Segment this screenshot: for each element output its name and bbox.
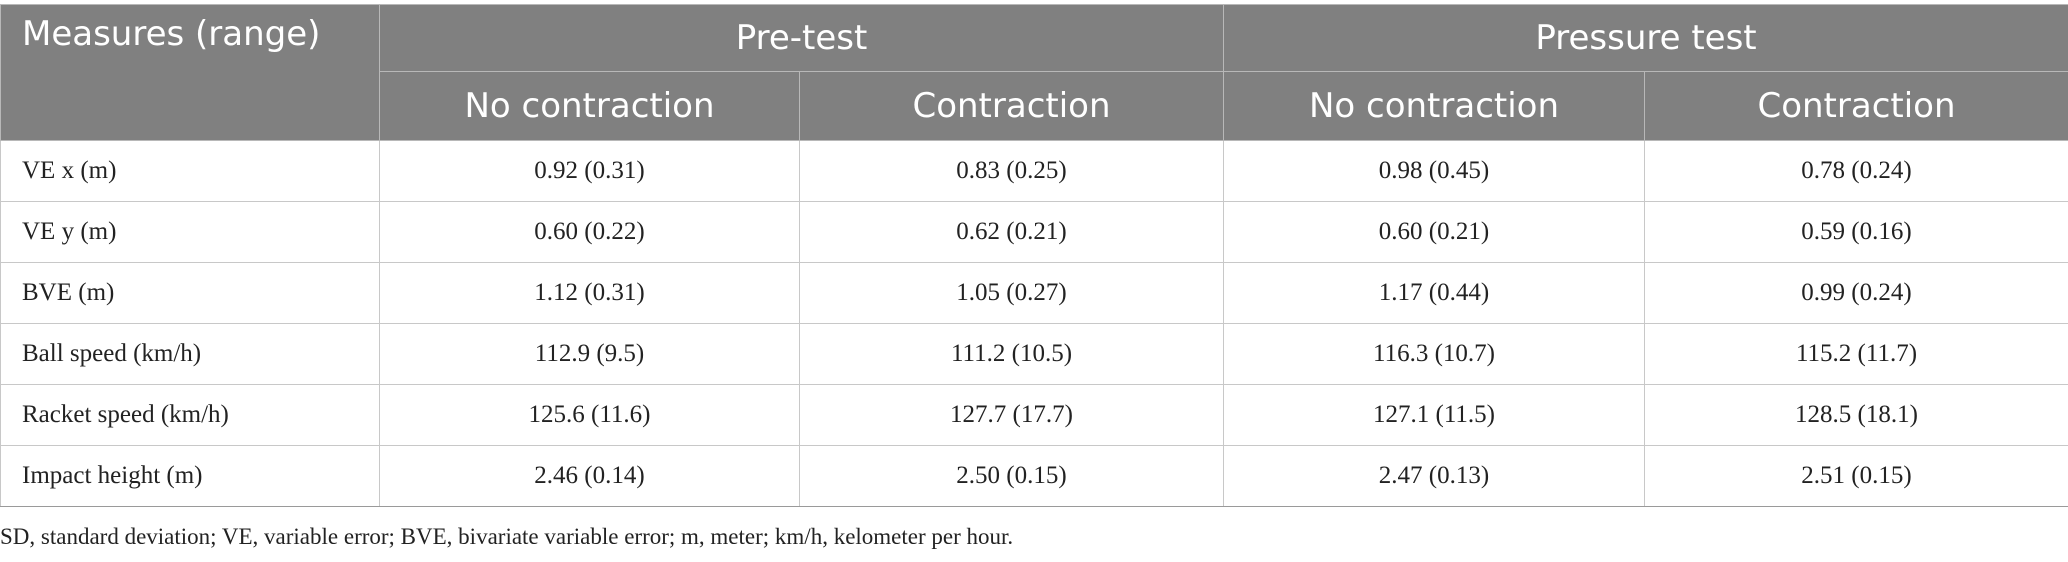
cell-value: 0.78 (0.24)	[1643, 140, 2068, 202]
header-pressure-contraction: Contraction	[1643, 71, 2068, 141]
cell-value: 1.17 (0.44)	[1223, 262, 1645, 324]
cell-value: 127.1 (11.5)	[1223, 384, 1645, 446]
cell-value: 0.98 (0.45)	[1223, 140, 1645, 202]
header-group-pressure-test: Pressure test	[1222, 4, 2068, 72]
cell-value: 115.2 (11.7)	[1643, 323, 2068, 385]
row-label: VE x (m)	[0, 140, 380, 202]
table-row: BVE (m) 1.12 (0.31) 1.05 (0.27) 1.17 (0.…	[0, 262, 2068, 324]
cell-value: 116.3 (10.7)	[1223, 323, 1645, 385]
cell-value: 2.47 (0.13)	[1223, 445, 1645, 507]
row-label: Impact height (m)	[0, 445, 380, 507]
cell-value: 2.51 (0.15)	[1643, 445, 2068, 507]
cell-value: 128.5 (18.1)	[1643, 384, 2068, 446]
results-table: Measures (range) Pre-test Pressure test …	[0, 4, 2068, 507]
header-row-conditions: No contraction Contraction No contractio…	[1, 71, 2068, 141]
row-label: Racket speed (km/h)	[0, 384, 380, 446]
row-label: VE y (m)	[0, 201, 380, 263]
header-pre-no-contraction: No contraction	[379, 71, 800, 141]
results-table-container: Measures (range) Pre-test Pressure test …	[0, 4, 2068, 507]
header-group-pre-test: Pre-test	[379, 4, 1224, 72]
header-pre-contraction: Contraction	[799, 71, 1224, 141]
cell-value: 111.2 (10.5)	[799, 323, 1224, 385]
table-row: Racket speed (km/h) 125.6 (11.6) 127.7 (…	[0, 384, 2068, 446]
cell-value: 0.59 (0.16)	[1643, 201, 2068, 263]
table-row: Ball speed (km/h) 112.9 (9.5) 111.2 (10.…	[0, 323, 2068, 385]
header-measures: Measures (range)	[0, 4, 380, 141]
cell-value: 2.46 (0.14)	[379, 445, 800, 507]
header-pressure-no-contraction: No contraction	[1223, 71, 1645, 141]
table-row: VE x (m) 0.92 (0.31) 0.83 (0.25) 0.98 (0…	[0, 140, 2068, 202]
row-label: BVE (m)	[0, 262, 380, 324]
row-label: Ball speed (km/h)	[0, 323, 380, 385]
table-footnote: SD, standard deviation; VE, variable err…	[0, 524, 1014, 549]
cell-value: 0.62 (0.21)	[799, 201, 1224, 263]
table-body: VE x (m) 0.92 (0.31) 0.83 (0.25) 0.98 (0…	[0, 140, 2068, 507]
table-header: Measures (range) Pre-test Pressure test …	[0, 4, 2068, 141]
header-row-groups: Measures (range) Pre-test Pressure test	[0, 4, 2068, 141]
cell-value: 125.6 (11.6)	[379, 384, 800, 446]
cell-value: 112.9 (9.5)	[379, 323, 800, 385]
cell-value: 0.83 (0.25)	[799, 140, 1224, 202]
cell-value: 1.05 (0.27)	[799, 262, 1224, 324]
cell-value: 0.60 (0.22)	[379, 201, 800, 263]
cell-value: 127.7 (17.7)	[799, 384, 1224, 446]
cell-value: 2.50 (0.15)	[799, 445, 1224, 507]
table-row: Impact height (m) 2.46 (0.14) 2.50 (0.15…	[0, 445, 2068, 507]
cell-value: 0.92 (0.31)	[379, 140, 800, 202]
cell-value: 0.60 (0.21)	[1223, 201, 1645, 263]
table-row: VE y (m) 0.60 (0.22) 0.62 (0.21) 0.60 (0…	[0, 201, 2068, 263]
cell-value: 0.99 (0.24)	[1643, 262, 2068, 324]
cell-value: 1.12 (0.31)	[379, 262, 800, 324]
